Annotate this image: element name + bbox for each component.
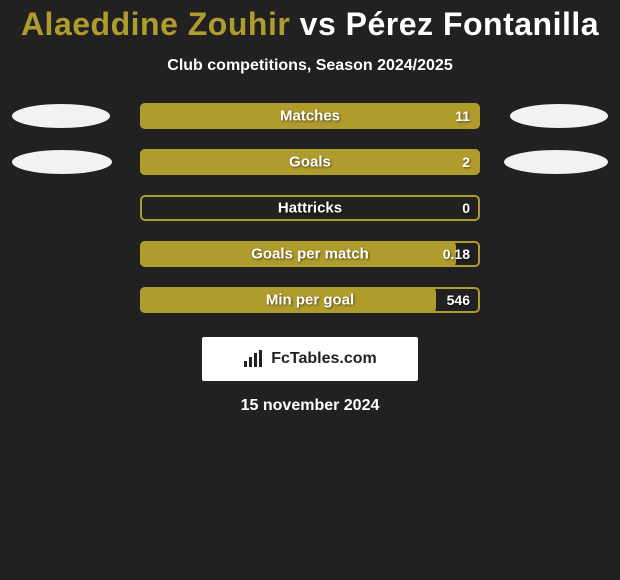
stat-bar: Min per goal 546 <box>140 287 480 313</box>
stat-row: Goals per match 0.18 <box>0 241 620 267</box>
stat-bar: Goals per match 0.18 <box>140 241 480 267</box>
player1-indicator <box>12 150 112 174</box>
stat-value: 11 <box>455 108 470 124</box>
player1-name: Alaeddine Zouhir <box>21 6 290 42</box>
subtitle: Club competitions, Season 2024/2025 <box>0 57 620 75</box>
stat-row: Matches 11 <box>0 103 620 129</box>
brand-badge: FcTables.com <box>202 337 418 381</box>
bars-icon <box>243 350 265 368</box>
stat-value: 0.18 <box>443 246 470 262</box>
stat-label: Min per goal <box>266 292 354 309</box>
stat-bar: Matches 11 <box>140 103 480 129</box>
brand-text: FcTables.com <box>271 350 377 368</box>
vs-text: vs <box>300 6 337 42</box>
stat-label: Hattricks <box>278 200 342 217</box>
player2-name: Pérez Fontanilla <box>346 6 599 42</box>
stat-label: Goals per match <box>251 246 369 263</box>
stat-label: Matches <box>280 108 340 125</box>
player2-indicator <box>510 104 608 128</box>
stat-rows: Matches 11 Goals 2 Hattricks 0 Goals per match… <box>0 103 620 313</box>
stat-row: Hattricks 0 <box>0 195 620 221</box>
stat-value: 2 <box>462 154 470 170</box>
stat-bar: Goals 2 <box>140 149 480 175</box>
stat-bar: Hattricks 0 <box>140 195 480 221</box>
snapshot-date: 15 november 2024 <box>0 397 620 415</box>
comparison-title: Alaeddine Zouhir vs Pérez Fontanilla <box>0 6 620 43</box>
stat-row: Min per goal 546 <box>0 287 620 313</box>
player1-indicator <box>12 104 110 128</box>
stat-row: Goals 2 <box>0 149 620 175</box>
stat-label: Goals <box>289 154 331 171</box>
stat-value: 0 <box>462 200 470 216</box>
stat-value: 546 <box>447 292 470 308</box>
player2-indicator <box>504 150 608 174</box>
